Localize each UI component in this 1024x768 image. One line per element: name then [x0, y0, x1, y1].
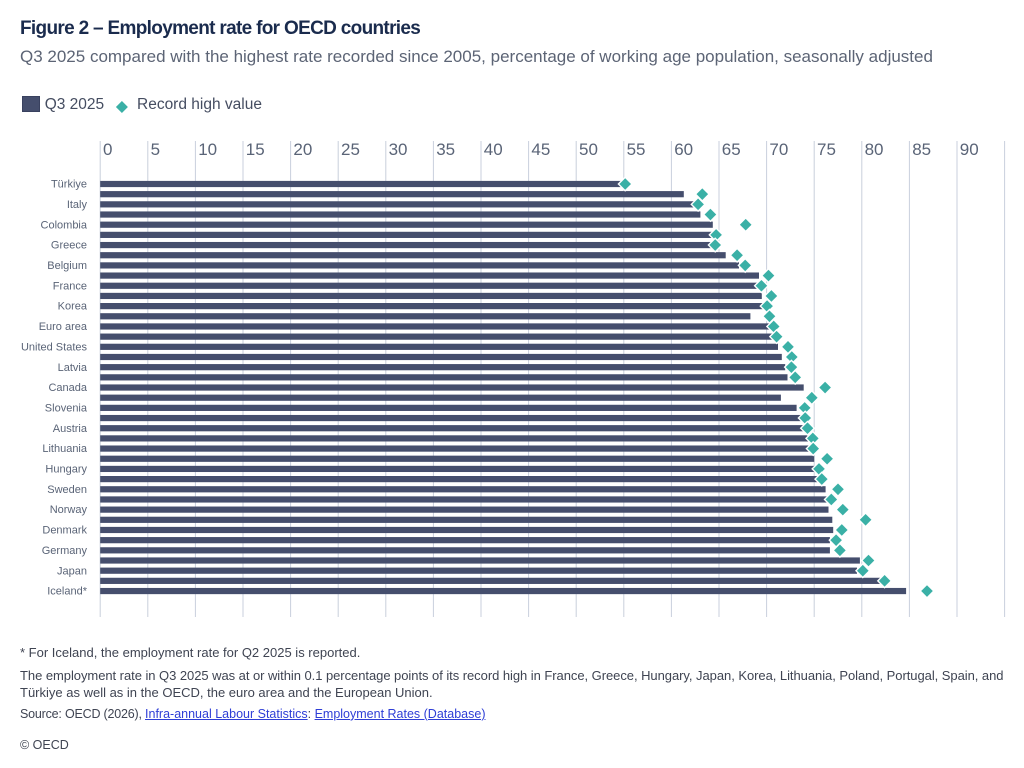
- svg-text:Hungary: Hungary: [45, 464, 87, 476]
- svg-text:Slovenia: Slovenia: [45, 402, 88, 414]
- svg-text:Norway: Norway: [50, 504, 88, 516]
- svg-text:20: 20: [293, 140, 312, 159]
- svg-text:60: 60: [674, 140, 693, 159]
- svg-text:10: 10: [198, 140, 217, 159]
- svg-text:Canada: Canada: [48, 382, 87, 394]
- svg-text:Lithuania: Lithuania: [42, 443, 88, 455]
- svg-text:90: 90: [960, 140, 979, 159]
- svg-text:Italy: Italy: [67, 199, 88, 211]
- svg-text:Austria: Austria: [53, 423, 88, 435]
- svg-text:70: 70: [769, 140, 788, 159]
- svg-text:5: 5: [151, 140, 160, 159]
- svg-text:Greece: Greece: [51, 240, 87, 252]
- svg-text:Belgium: Belgium: [47, 260, 87, 272]
- svg-text:75: 75: [817, 140, 836, 159]
- svg-text:Germany: Germany: [42, 545, 88, 557]
- svg-text:40: 40: [484, 140, 503, 159]
- svg-text:35: 35: [436, 140, 455, 159]
- svg-text:Euro area: Euro area: [39, 321, 88, 333]
- svg-text:55: 55: [627, 140, 646, 159]
- svg-text:80: 80: [865, 140, 884, 159]
- svg-text:85: 85: [912, 140, 931, 159]
- svg-text:Latvia: Latvia: [58, 362, 88, 374]
- svg-text:45: 45: [531, 140, 550, 159]
- svg-text:Iceland*: Iceland*: [47, 586, 87, 598]
- svg-text:Japan: Japan: [57, 565, 87, 577]
- svg-text:France: France: [53, 280, 87, 292]
- svg-text:Korea: Korea: [58, 301, 88, 313]
- svg-text:Colombia: Colombia: [41, 219, 88, 231]
- svg-text:50: 50: [579, 140, 598, 159]
- svg-text:Denmark: Denmark: [42, 525, 87, 537]
- svg-text:65: 65: [722, 140, 741, 159]
- svg-text:0: 0: [103, 140, 112, 159]
- svg-text:United States: United States: [21, 341, 88, 353]
- svg-text:15: 15: [246, 140, 265, 159]
- svg-text:Türkiye: Türkiye: [51, 179, 87, 191]
- svg-text:Sweden: Sweden: [47, 484, 87, 496]
- svg-text:30: 30: [389, 140, 408, 159]
- svg-text:25: 25: [341, 140, 360, 159]
